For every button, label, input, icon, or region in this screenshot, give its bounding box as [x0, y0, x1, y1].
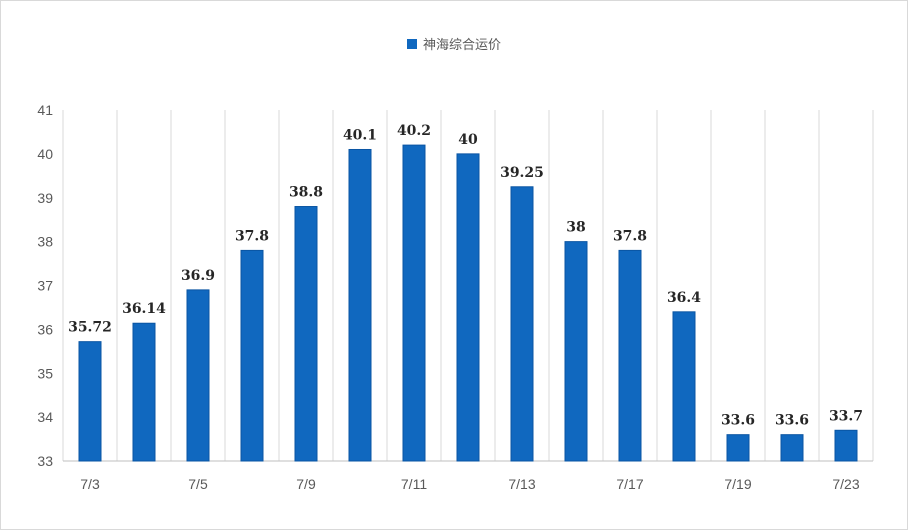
data-label: 37.8 [235, 228, 269, 244]
bar [564, 241, 588, 462]
y-tick-label: 33 [37, 453, 53, 469]
x-tick-label: 7/3 [80, 476, 100, 492]
data-label: 36.9 [181, 268, 215, 284]
data-label: 35.72 [68, 320, 112, 336]
y-tick-label: 34 [37, 409, 53, 425]
x-tick-label: 7/9 [296, 476, 316, 492]
x-tick-label: 7/19 [724, 476, 751, 492]
bar [186, 289, 210, 462]
bar [78, 341, 102, 462]
data-label: 40 [458, 132, 478, 148]
bar [726, 434, 750, 462]
x-tick-label: 7/17 [616, 476, 643, 492]
data-label: 33.6 [721, 413, 755, 429]
data-label: 40.1 [343, 127, 377, 143]
bar [402, 144, 426, 462]
y-tick-label: 41 [37, 102, 53, 118]
bar [456, 153, 480, 462]
data-label: 39.25 [500, 165, 544, 181]
bar [834, 429, 858, 462]
x-tick-label: 7/13 [508, 476, 535, 492]
data-label: 40.2 [397, 123, 431, 139]
y-tick-label: 37 [37, 278, 53, 294]
y-tick-label: 40 [37, 146, 53, 162]
x-tick-label: 7/23 [832, 476, 859, 492]
x-tick-label: 7/5 [188, 476, 208, 492]
y-tick-label: 39 [37, 190, 53, 206]
data-label: 33.7 [829, 408, 863, 424]
y-tick-label: 38 [37, 234, 53, 250]
x-tick-label: 7/11 [401, 476, 427, 492]
data-label: 37.8 [613, 228, 647, 244]
bar [618, 249, 642, 462]
data-label: 38 [566, 220, 585, 236]
bar [780, 434, 804, 462]
bar [348, 148, 372, 462]
data-label: 36.4 [667, 290, 701, 306]
bar [294, 206, 318, 462]
legend-label: 神海综合运价 [422, 38, 501, 53]
data-label: 38.8 [289, 185, 323, 201]
y-tick-label: 36 [37, 321, 53, 337]
bar [132, 322, 156, 462]
y-tick-label: 35 [37, 365, 53, 381]
data-label: 33.6 [775, 413, 809, 429]
bar [240, 249, 264, 462]
legend-swatch [406, 38, 417, 49]
legend: 神海综合运价 [0, 34, 908, 53]
bar [510, 186, 534, 462]
data-label: 36.14 [122, 301, 166, 317]
bar [672, 311, 696, 462]
